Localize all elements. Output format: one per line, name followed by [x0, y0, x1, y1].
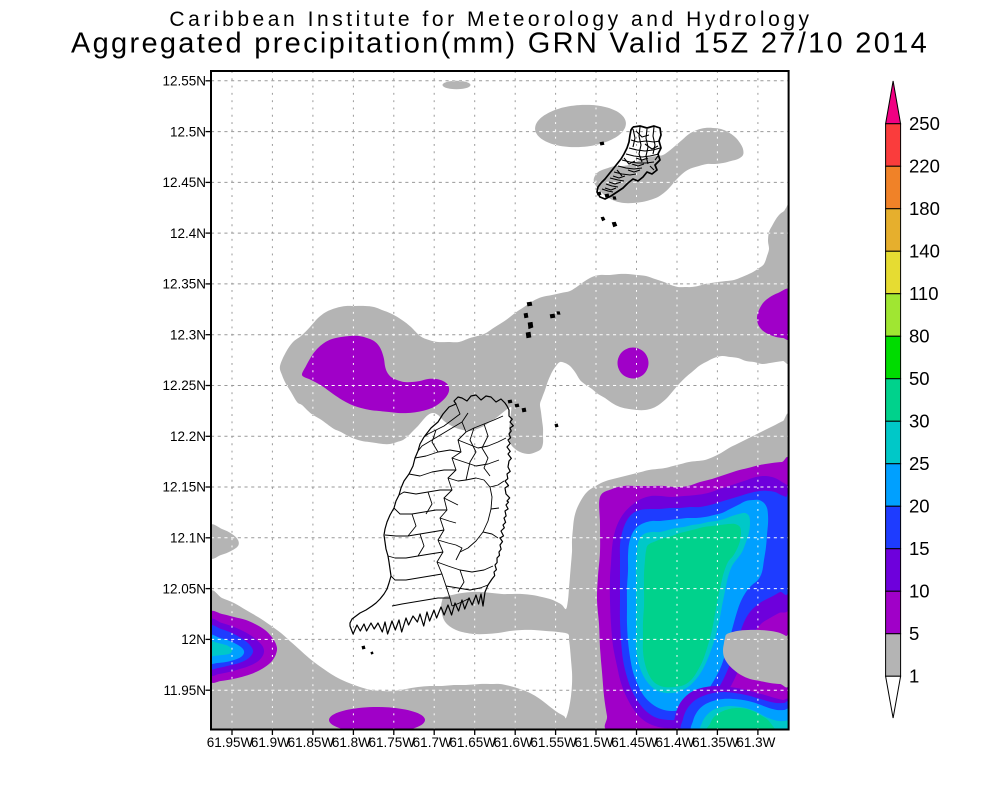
svg-text:20: 20 — [909, 495, 930, 516]
svg-text:61.7W: 61.7W — [413, 735, 452, 750]
svg-text:61.65W: 61.65W — [449, 735, 496, 750]
svg-text:12.45N: 12.45N — [162, 175, 206, 190]
svg-text:61.3W: 61.3W — [736, 735, 775, 750]
svg-text:12.5N: 12.5N — [170, 124, 206, 139]
svg-text:Caribbean Institute for Meteor: Caribbean Institute for Meteorology and … — [169, 8, 812, 31]
svg-text:12.2N: 12.2N — [170, 429, 206, 444]
svg-text:61.45W: 61.45W — [611, 735, 658, 750]
svg-text:15: 15 — [909, 538, 930, 559]
svg-text:61.8W: 61.8W — [332, 735, 371, 750]
svg-text:140: 140 — [909, 240, 940, 261]
svg-text:80: 80 — [909, 325, 930, 346]
svg-text:61.9W: 61.9W — [251, 735, 290, 750]
svg-text:12.05N: 12.05N — [162, 581, 206, 596]
svg-text:12.3N: 12.3N — [170, 327, 206, 342]
svg-text:25: 25 — [909, 453, 930, 474]
svg-text:12.25N: 12.25N — [162, 378, 206, 393]
svg-text:61.6W: 61.6W — [494, 735, 533, 750]
svg-text:30: 30 — [909, 410, 930, 431]
svg-text:61.5W: 61.5W — [574, 735, 613, 750]
svg-text:11.95N: 11.95N — [163, 683, 206, 698]
svg-text:Aggregated precipitation(mm) G: Aggregated precipitation(mm) GRN Valid 1… — [71, 28, 929, 60]
svg-text:61.35W: 61.35W — [692, 735, 739, 750]
svg-text:5: 5 — [909, 623, 919, 644]
svg-text:110: 110 — [909, 283, 939, 304]
svg-text:50: 50 — [909, 368, 930, 389]
svg-text:250: 250 — [909, 113, 940, 134]
svg-text:61.95W: 61.95W — [207, 735, 254, 750]
svg-text:220: 220 — [909, 155, 940, 176]
svg-text:12.1N: 12.1N — [170, 531, 206, 546]
svg-text:61.4W: 61.4W — [655, 735, 694, 750]
svg-text:61.55W: 61.55W — [530, 735, 577, 750]
svg-text:12.35N: 12.35N — [162, 277, 206, 292]
svg-text:12.4N: 12.4N — [170, 226, 206, 241]
svg-text:180: 180 — [909, 198, 940, 219]
svg-text:12.55N: 12.55N — [162, 74, 206, 89]
svg-text:61.85W: 61.85W — [288, 735, 335, 750]
svg-text:61.75W: 61.75W — [369, 735, 416, 750]
svg-text:12N: 12N — [181, 632, 206, 647]
svg-text:10: 10 — [909, 580, 930, 601]
svg-text:1: 1 — [909, 665, 919, 686]
svg-text:12.15N: 12.15N — [162, 480, 206, 495]
